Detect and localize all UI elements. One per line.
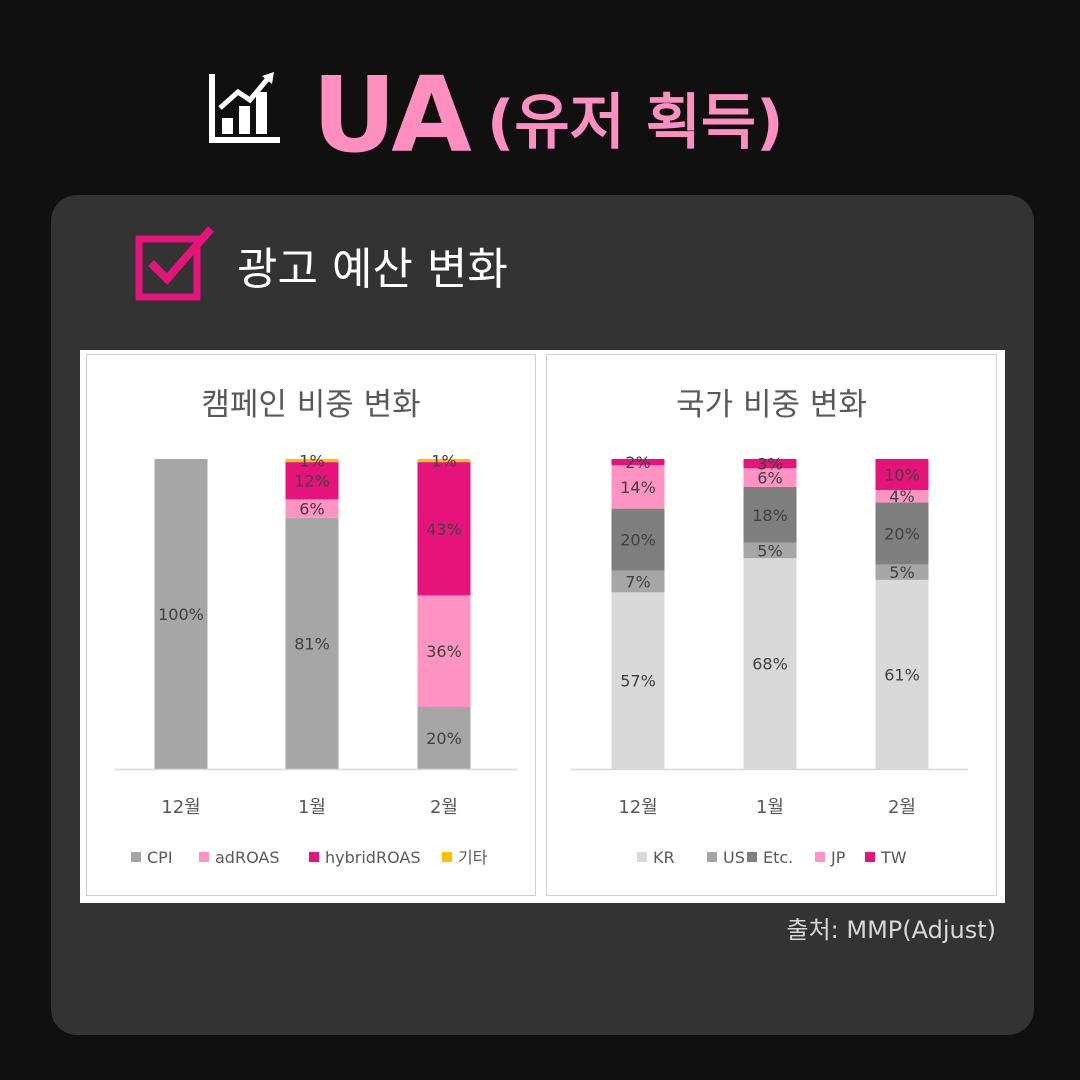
bar-kr-2 <box>875 579 929 769</box>
chart-title: 국가 비중 변화 <box>676 387 867 423</box>
data-label: 5% <box>889 563 914 582</box>
data-label: 61% <box>884 665 920 684</box>
legend-label: US <box>723 848 745 867</box>
bar-hybridroas-1 <box>285 462 339 500</box>
bar-us-0 <box>611 570 665 593</box>
campaign-share-chart: 캠페인 비중 변화 100% 12월 81% 6% 12% 1% 1월 20% 36% 43% 1% 2… <box>86 354 536 896</box>
bar-etc-0 <box>611 508 665 571</box>
data-label: 100% <box>158 605 204 624</box>
legend-label: adROAS <box>215 848 280 867</box>
data-label: 81% <box>294 634 330 653</box>
legend-label: Etc. <box>763 848 793 867</box>
chart-title: 캠페인 비중 변화 <box>201 387 420 423</box>
header: UA (유저 획득) <box>0 40 1080 180</box>
legend-swatch <box>637 852 647 862</box>
x-tick-label: 2월 <box>888 797 916 818</box>
legend-swatch <box>131 852 141 862</box>
country-share-chart: 국가 비중 변화 57% 7% 20% 14% 2% 12월 68% 5% 18% 6% 3% 1월 61… <box>546 354 997 896</box>
bar-chart-growth-icon <box>209 72 280 143</box>
bar-tw-0 <box>611 459 665 466</box>
data-label: 36% <box>426 642 462 661</box>
data-label: 57% <box>620 672 656 691</box>
data-label: 68% <box>752 655 788 674</box>
legend-label: 기타 <box>458 848 488 867</box>
legend-swatch <box>815 852 825 862</box>
bar-cpi-0 <box>154 459 208 769</box>
bar-cpi-2 <box>417 707 471 769</box>
bar-jp-1 <box>743 468 797 487</box>
data-label: 43% <box>426 520 462 539</box>
content-panel: 광고 예산 변화 캠페인 비중 변화 100% 12월 81% 6% 12% 1% 1월 20%… <box>51 195 1034 1035</box>
data-label: 20% <box>620 531 656 550</box>
bar--1 <box>285 459 339 463</box>
data-label: 18% <box>752 506 788 525</box>
data-label: 10% <box>884 466 920 485</box>
data-label: 1% <box>299 452 324 471</box>
data-label: 6% <box>757 469 782 488</box>
legend-label: hybridROAS <box>325 848 420 867</box>
source-note: 출처: MMP(Adjust) <box>786 916 996 944</box>
data-label: 20% <box>426 729 462 748</box>
x-tick-label: 2월 <box>430 797 458 818</box>
bar-tw-2 <box>875 459 929 490</box>
legend-label: TW <box>880 848 907 867</box>
bar-hybridroas-2 <box>417 462 471 596</box>
bar--2 <box>417 459 471 463</box>
bar-tw-1 <box>743 459 797 469</box>
checkbox-checked-icon <box>135 226 215 301</box>
legend-label: JP <box>830 848 846 867</box>
legend-swatch <box>707 852 717 862</box>
data-label: 7% <box>625 572 650 591</box>
x-tick-label: 12월 <box>161 797 200 818</box>
legend-label: CPI <box>147 848 173 867</box>
bar-us-1 <box>743 542 797 559</box>
bar-jp-0 <box>611 465 665 509</box>
data-label: 4% <box>889 487 914 506</box>
bar-adroas-1 <box>285 499 339 518</box>
x-tick-label: 1월 <box>298 797 326 818</box>
legend-swatch <box>309 852 319 862</box>
data-label: 3% <box>757 455 782 474</box>
bar-us-2 <box>875 564 929 580</box>
bar-adroas-2 <box>417 595 471 707</box>
data-label: 12% <box>294 472 330 491</box>
x-tick-label: 1월 <box>756 797 784 818</box>
charts-image: 캠페인 비중 변화 100% 12월 81% 6% 12% 1% 1월 20% 36% 43% 1% 2… <box>80 350 1005 903</box>
legend-label: KR <box>653 848 675 867</box>
bar-jp-2 <box>875 490 929 503</box>
page-title: UA <box>312 54 472 176</box>
legend-swatch <box>865 852 875 862</box>
legend-swatch <box>747 852 757 862</box>
bar-kr-0 <box>611 592 665 769</box>
data-label: 5% <box>757 541 782 560</box>
country-share-chart-svg: 국가 비중 변화 57% 7% 20% 14% 2% 12월 68% 5% 18% 6%3% 1월 61… <box>571 387 968 867</box>
section-title: 광고 예산 변화 <box>237 244 508 295</box>
data-label: 1% <box>431 452 456 471</box>
data-label: 6% <box>299 500 324 519</box>
data-label: 14% <box>620 478 656 497</box>
bar-etc-2 <box>875 502 929 565</box>
legend-swatch <box>442 852 452 862</box>
bar-kr-1 <box>743 558 797 769</box>
legend-swatch <box>199 852 209 862</box>
bar-etc-1 <box>743 486 797 543</box>
campaign-share-chart-svg: 캠페인 비중 변화100%12월81%6%12%1%1월20%36%43%1%2… <box>115 387 517 867</box>
page-subtitle: (유저 획득) <box>487 88 784 158</box>
data-label: 20% <box>884 524 920 543</box>
data-label: 2% <box>625 453 650 472</box>
x-tick-label: 12월 <box>618 797 657 818</box>
bar-cpi-1 <box>285 517 339 769</box>
